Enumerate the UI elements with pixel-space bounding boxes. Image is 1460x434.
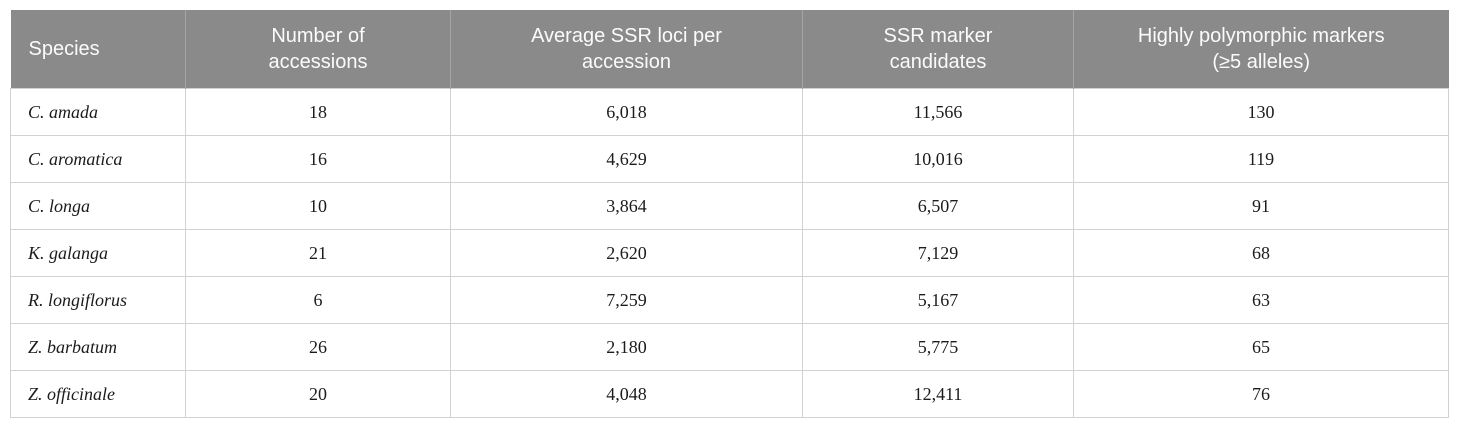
species-cell: Z. officinale xyxy=(10,370,186,418)
polymorphic-markers-cell: 119 xyxy=(1073,135,1449,183)
species-cell: Z. barbatum xyxy=(10,323,186,371)
avg-ssr-loci-cell: 6,018 xyxy=(450,88,803,136)
species-cell: R. longiflorus xyxy=(10,276,186,324)
ssr-candidates-cell: 5,167 xyxy=(802,276,1074,324)
accessions-cell: 18 xyxy=(185,88,451,136)
column-header-species: Species xyxy=(10,10,186,89)
table-row: R. longiflorus 6 7,259 5,167 63 xyxy=(10,276,1449,324)
ssr-markers-table: Species Number of accessions Average SSR… xyxy=(10,10,1449,418)
avg-ssr-loci-cell: 3,864 xyxy=(450,182,803,230)
species-cell: K. galanga xyxy=(10,229,186,277)
table-row: Z. officinale 20 4,048 12,411 76 xyxy=(10,370,1449,418)
table-row: C. aromatica 16 4,629 10,016 119 xyxy=(10,135,1449,183)
avg-ssr-loci-cell: 4,629 xyxy=(450,135,803,183)
ssr-candidates-cell: 5,775 xyxy=(802,323,1074,371)
table-row: K. galanga 21 2,620 7,129 68 xyxy=(10,229,1449,277)
avg-ssr-loci-cell: 4,048 xyxy=(450,370,803,418)
accessions-cell: 10 xyxy=(185,182,451,230)
ssr-candidates-cell: 10,016 xyxy=(802,135,1074,183)
ssr-candidates-cell: 6,507 xyxy=(802,182,1074,230)
avg-ssr-loci-cell: 2,180 xyxy=(450,323,803,371)
column-header-ssr-marker-candidates: SSR marker candidates xyxy=(802,10,1074,89)
ssr-candidates-cell: 11,566 xyxy=(802,88,1074,136)
accessions-cell: 26 xyxy=(185,323,451,371)
avg-ssr-loci-cell: 2,620 xyxy=(450,229,803,277)
accessions-cell: 20 xyxy=(185,370,451,418)
table-row: C. amada 18 6,018 11,566 130 xyxy=(10,88,1449,136)
ssr-candidates-cell: 12,411 xyxy=(802,370,1074,418)
polymorphic-markers-cell: 63 xyxy=(1073,276,1449,324)
accessions-cell: 6 xyxy=(185,276,451,324)
species-cell: C. longa xyxy=(10,182,186,230)
polymorphic-markers-cell: 68 xyxy=(1073,229,1449,277)
table-row: C. longa 10 3,864 6,507 91 xyxy=(10,182,1449,230)
column-header-number-of-accessions: Number of accessions xyxy=(185,10,451,89)
species-cell: C. aromatica xyxy=(10,135,186,183)
polymorphic-markers-cell: 65 xyxy=(1073,323,1449,371)
polymorphic-markers-cell: 130 xyxy=(1073,88,1449,136)
column-header-highly-polymorphic-markers: Highly polymorphic markers (≥5 alleles) xyxy=(1073,10,1449,89)
column-header-average-ssr-loci-per-accession: Average SSR loci per accession xyxy=(450,10,803,89)
avg-ssr-loci-cell: 7,259 xyxy=(450,276,803,324)
polymorphic-markers-cell: 76 xyxy=(1073,370,1449,418)
header-row: Species Number of accessions Average SSR… xyxy=(10,10,1449,89)
accessions-cell: 16 xyxy=(185,135,451,183)
accessions-cell: 21 xyxy=(185,229,451,277)
species-cell: C. amada xyxy=(10,88,186,136)
table-row: Z. barbatum 26 2,180 5,775 65 xyxy=(10,323,1449,371)
polymorphic-markers-cell: 91 xyxy=(1073,182,1449,230)
ssr-candidates-cell: 7,129 xyxy=(802,229,1074,277)
